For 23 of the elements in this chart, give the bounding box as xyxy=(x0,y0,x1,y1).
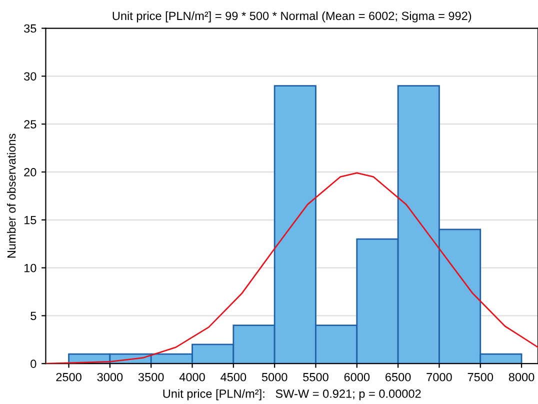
x-tick-label: 3000 xyxy=(97,372,123,382)
y-axis-title: Number of observations xyxy=(7,134,16,258)
y-tick-label: 35 xyxy=(24,24,36,33)
chart-title: Unit price [PLN/m²] = 99 * 500 * Normal (Mean = 6002; Sigma = 992) xyxy=(112,11,472,22)
x-tick-label: 3500 xyxy=(138,372,164,382)
x-tick-label: 5000 xyxy=(262,372,288,382)
x-tick-label: 6500 xyxy=(386,372,411,382)
x-tick-label: 7000 xyxy=(426,372,452,382)
y-tick-label: 10 xyxy=(24,264,36,272)
x-tick-label: 2500 xyxy=(56,372,82,382)
y-tick-label: 20 xyxy=(24,168,36,176)
x-tick-label: 7500 xyxy=(468,372,494,382)
y-tick-label: 0 xyxy=(30,360,36,368)
x-axis-title: Unit price [PLN/m²]: SW-W = 0.921; p = 0.00002 xyxy=(163,389,421,400)
x-tick-label: 4000 xyxy=(179,372,205,382)
x-tick-label: 6000 xyxy=(344,372,370,382)
y-tick-label: 30 xyxy=(24,72,36,81)
y-tick-label: 15 xyxy=(24,216,36,224)
x-tick-label: 4500 xyxy=(220,372,246,382)
y-tick-label: 25 xyxy=(24,120,36,128)
x-tick-label: 5500 xyxy=(303,372,328,382)
x-tick-label: 8000 xyxy=(508,372,534,382)
y-tick-label: 5 xyxy=(30,312,36,320)
